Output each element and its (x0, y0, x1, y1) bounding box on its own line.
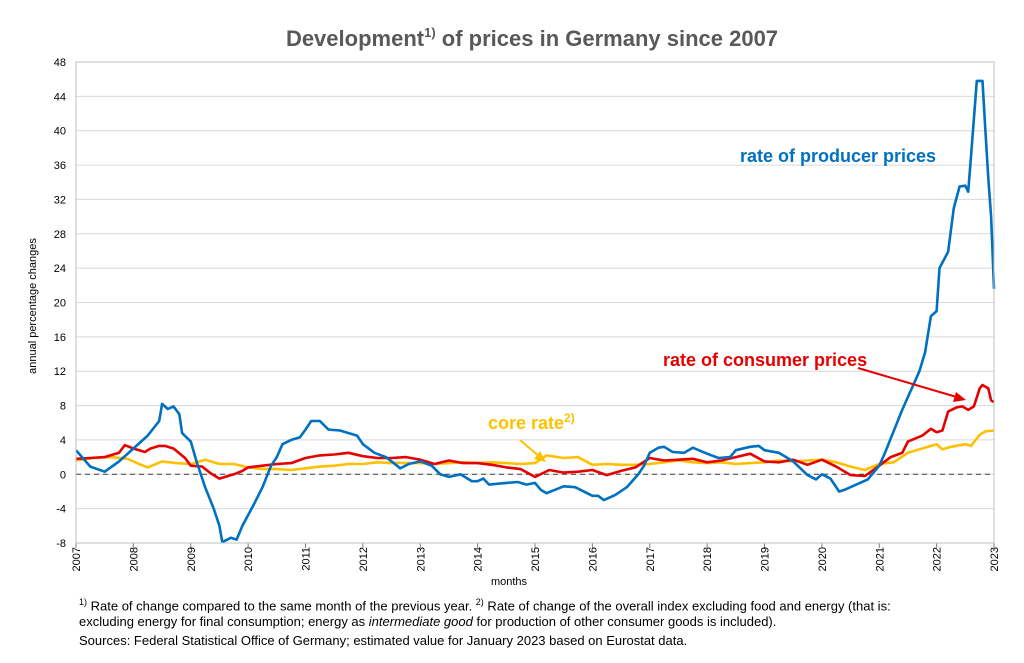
footnote-sources: Sources: Federal Statistical Office of G… (79, 633, 688, 648)
consumer-prices-label: rate of consumer prices (663, 350, 867, 370)
y-tick-label: 12 (54, 366, 66, 378)
x-tick-label: 2010 (243, 547, 255, 571)
y-tick-label: 48 (54, 57, 66, 69)
consumer-arrow-head (953, 392, 966, 402)
series-lines (75, 79, 996, 544)
series-line-2 (75, 429, 995, 472)
x-tick-label: 2014 (473, 547, 485, 571)
gridlines (76, 61, 994, 544)
consumer-arrow (857, 367, 961, 399)
series-line-1 (75, 383, 995, 480)
x-tick-label: 2023 (989, 547, 1001, 571)
x-tick-label: 2022 (932, 547, 944, 571)
y-tick-label: 44 (54, 91, 66, 103)
y-tick-label: 4 (60, 435, 66, 447)
price-chart: Development1) of prices in Germany since… (27, 25, 1001, 588)
x-tick-label: 2019 (760, 547, 772, 571)
y-axis-label: annual percentage changes (27, 238, 39, 374)
y-tick-label: 40 (54, 126, 66, 138)
producer-prices-label: rate of producer prices (740, 146, 936, 166)
y-tick-label: 32 (54, 194, 66, 206)
y-tick-label: 24 (54, 263, 66, 275)
y-tick-label: 20 (54, 298, 66, 310)
x-axis: 2007 2008 2009 2010 2011 2012 2013 2014 2015 2016… (71, 543, 1001, 571)
x-tick-label: 2012 (358, 547, 370, 571)
core-rate-label: core rate2) (488, 411, 575, 433)
x-tick-label: 2016 (587, 547, 599, 571)
x-tick-label: 2009 (186, 547, 198, 571)
x-tick-label: 2021 (874, 547, 886, 571)
x-tick-label: 2011 (301, 547, 313, 571)
x-tick-label: 2008 (128, 547, 140, 571)
y-tick-label: 36 (54, 160, 66, 172)
footnote-line-2: excluding energy for final consumption; … (79, 614, 777, 629)
x-tick-label: 2007 (71, 547, 83, 571)
chart-title: Development1) of prices in Germany since… (286, 25, 778, 51)
plot-area-border (75, 61, 995, 544)
series-line-0 (75, 79, 996, 544)
x-axis-label: months (491, 576, 528, 588)
x-tick-label: 2018 (702, 547, 714, 571)
x-tick-label: 2017 (645, 547, 657, 571)
x-tick-label: 2015 (530, 547, 542, 571)
x-tick-label: 2020 (817, 547, 829, 571)
y-tick-label: 8 (60, 401, 66, 413)
y-tick-label: 0 (60, 469, 66, 481)
y-tick-label: -4 (56, 504, 66, 516)
y-tick-label: -8 (56, 538, 66, 550)
y-tick-label: 28 (54, 229, 66, 241)
footnote-line-1: 1) Rate of change compared to the same m… (79, 597, 891, 614)
core-rate-arrow-head (534, 451, 546, 462)
y-tick-label: 16 (54, 332, 66, 344)
x-tick-label: 2013 (415, 547, 427, 571)
